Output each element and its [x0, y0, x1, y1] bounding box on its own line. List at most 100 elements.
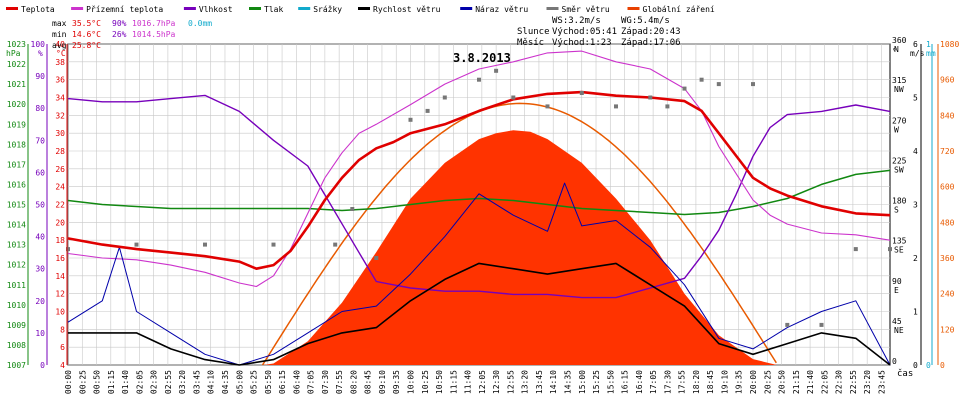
solar-tick-label: 1080: [940, 40, 959, 49]
wind-direction-point: [408, 117, 413, 122]
temperature-tick-label: 12: [55, 290, 65, 299]
humidity-tick-label: 20: [35, 297, 45, 306]
direction-tick-label: 270: [892, 116, 907, 125]
humidity-tick-label: 0: [40, 361, 45, 370]
humidity-tick-label: 100: [31, 40, 46, 49]
x-tick-label: 04:10: [207, 370, 216, 394]
legend-swatch: [627, 7, 640, 10]
info-panel: WS:3.2m/s WG:5.4m/s Slunce Východ:05:41 …: [517, 16, 681, 48]
legend-label: Teplota: [21, 5, 55, 14]
wind-direction-point: [511, 95, 516, 100]
stats-humidity: 90%: [112, 19, 127, 28]
humidity-tick-label: 10: [35, 329, 45, 338]
x-tick-label: 02:30: [150, 370, 159, 394]
x-tick-label: 05:25: [250, 370, 259, 394]
x-tick-label: 20:00: [749, 370, 758, 394]
temperature-tick-label: 38: [55, 58, 65, 67]
pressure-tick-label: 1011: [7, 281, 26, 290]
moon-rise: Východ:1:23: [552, 38, 612, 48]
x-tick-label: 00:50: [93, 370, 102, 394]
stats-temperature: 14.6°C: [72, 30, 101, 39]
compass-label: E: [894, 286, 899, 295]
temperature-tick-label: 24: [55, 183, 65, 192]
x-tick-label: 07:05: [307, 370, 316, 394]
humidity-tick-label: 60: [35, 168, 45, 177]
direction-tick-label: 90: [892, 277, 902, 286]
stats-humidity: 26%: [112, 30, 127, 39]
moon-set: Západ:17:06: [621, 38, 681, 48]
x-tick-label: 16:15: [621, 370, 630, 394]
pressure-tick-label: 1009: [7, 321, 26, 330]
legend-swatch: [71, 7, 84, 10]
x-tick-label: 00:25: [78, 370, 87, 394]
legend-swatch: [183, 7, 196, 10]
wind-direction-series: [66, 68, 892, 327]
wind-direction-point: [853, 247, 858, 252]
legend-label: Přízemní teplota: [86, 5, 163, 14]
pressure-line: [67, 169, 891, 216]
wind-direction-point: [888, 247, 892, 252]
x-tick-label: 03:45: [192, 370, 201, 394]
x-tick-label: 22:30: [835, 370, 844, 394]
pressure-tick-label: 1012: [7, 261, 26, 270]
x-tick-label: 04:35: [221, 370, 230, 394]
x-tick-label: 16:40: [635, 370, 644, 394]
x-tick-label: 10:00: [407, 370, 416, 394]
pressure-tick-label: 1018: [7, 140, 26, 149]
wind-tick-label: 3: [913, 201, 918, 210]
x-tick-label: 08:45: [364, 370, 373, 394]
rain-axis-unit: mm: [926, 49, 936, 58]
wind-direction-point: [699, 77, 704, 82]
direction-tick-label: 225: [892, 156, 907, 165]
wind-direction-point: [66, 247, 70, 252]
x-tick-label: 09:10: [378, 370, 387, 394]
x-tick-label: 21:15: [792, 370, 801, 394]
temperature-tick-label: 22: [55, 201, 65, 210]
x-tick-label: 11:40: [464, 370, 473, 394]
stats-pressure: 1016.7hPa: [132, 19, 176, 28]
direction-tick-label: 180: [892, 197, 907, 206]
compass-label: W: [894, 125, 899, 134]
x-tick-label: 17:05: [649, 370, 658, 394]
humidity-line: [67, 94, 891, 299]
temperature-tick-label: 40: [55, 40, 65, 49]
legend-label: Rychlost větru: [373, 5, 441, 14]
stats-temperature: 35.5°C: [72, 19, 101, 28]
compass-label: NW: [894, 85, 904, 94]
sun-set: Západ:20:43: [621, 27, 681, 37]
humidity-tick-label: 30: [35, 265, 45, 274]
stats-panel: max 35.5°C 90% 1016.7hPa 0.0mm min 14.6°C 26% 10…: [52, 19, 212, 50]
x-tick-label: 12:55: [506, 370, 515, 394]
x-tick-label: 07:30: [321, 370, 330, 394]
pressure-tick-label: 1021: [7, 80, 26, 89]
stats-label: min: [52, 30, 67, 39]
legend-swatch: [460, 7, 473, 10]
pressure-tick-label: 1019: [7, 120, 26, 129]
x-tick-label: 07:55: [335, 370, 344, 394]
compass-label: N: [894, 45, 899, 54]
direction-tick-label: 315: [892, 76, 907, 85]
x-tick-label: 06:40: [292, 370, 301, 394]
rain-tick-label: 0: [926, 361, 931, 370]
wind-tick-label: 6: [913, 40, 918, 49]
wind-tick-label: 0: [913, 361, 918, 370]
humidity-tick-label: 70: [35, 136, 45, 145]
legend-swatch: [298, 7, 311, 10]
x-tick-label: 19:10: [721, 370, 730, 394]
x-tick-label: 17:30: [663, 370, 672, 394]
stats-rain: 0.0mm: [188, 19, 212, 28]
x-tick-label: 17:55: [678, 370, 687, 394]
legend-swatch: [546, 7, 559, 10]
wind-direction-point: [579, 91, 584, 95]
pressure-tick-label: 1008: [7, 341, 26, 350]
stats-pressure: 1014.5hPa: [132, 30, 176, 39]
wind-axis-unit: m/s: [910, 49, 925, 58]
temperature-tick-label: 30: [55, 129, 65, 138]
rain-tick-label: 1: [926, 40, 931, 49]
x-tick-label: 09:35: [392, 370, 401, 394]
wind-direction-point: [134, 242, 139, 247]
chart-title: 3.8.2013: [453, 51, 511, 65]
pressure-tick-label: 1015: [7, 201, 26, 210]
legend-swatch: [6, 7, 18, 10]
x-tick-label: 18:45: [706, 370, 715, 394]
